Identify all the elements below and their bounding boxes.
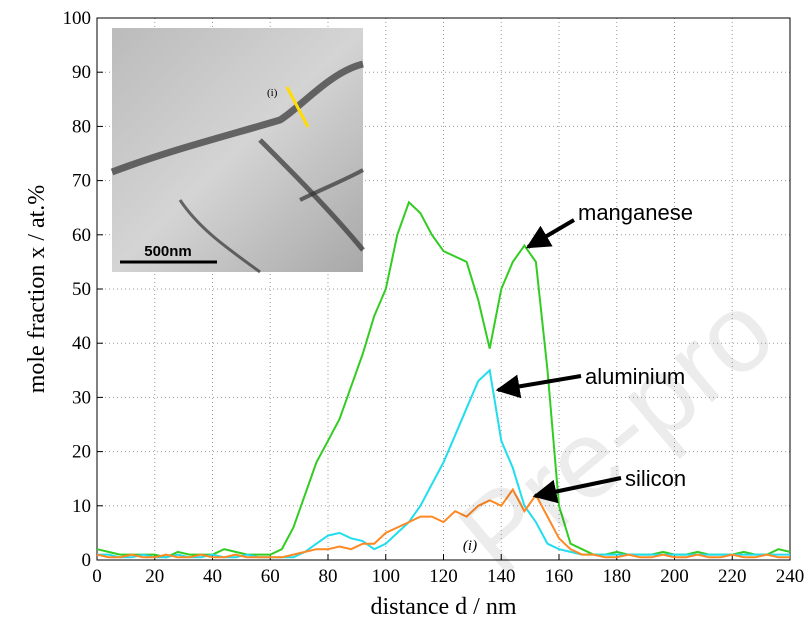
y-tick-label: 90 xyxy=(72,62,91,83)
x-tick-label: 100 xyxy=(372,566,401,587)
inset-label: (i) xyxy=(267,87,278,99)
y-tick-label: 80 xyxy=(72,116,91,137)
y-tick-label: 30 xyxy=(72,387,91,408)
annotation-arrow xyxy=(498,376,581,390)
x-tick-label: 200 xyxy=(660,566,689,587)
x-tick-label: 40 xyxy=(203,566,222,587)
y-tick-label: 20 xyxy=(72,442,91,463)
y-tick-label: 40 xyxy=(72,333,91,354)
y-tick-label: 0 xyxy=(82,550,92,571)
x-tick-label: 0 xyxy=(92,566,102,587)
inset-image xyxy=(112,28,363,272)
annotation-arrow xyxy=(528,220,574,247)
x-tick-label: 180 xyxy=(603,566,632,587)
chart: 0102030405060708090100020406080100120140… xyxy=(0,0,806,623)
y-tick-label: 70 xyxy=(72,171,91,192)
x-tick-label: 220 xyxy=(718,566,747,587)
y-tick-label: 100 xyxy=(63,8,92,29)
y-tick-label: 10 xyxy=(72,496,91,517)
x-tick-label: 60 xyxy=(261,566,280,587)
y-tick-label: 50 xyxy=(72,279,91,300)
watermark: Pre-pro xyxy=(436,268,796,598)
x-axis-label: distance d / nm xyxy=(371,594,517,620)
annotation: manganese xyxy=(578,200,693,225)
x-tick-label: 80 xyxy=(319,566,338,587)
x-tick-label: 20 xyxy=(145,566,164,587)
y-tick-label: 60 xyxy=(72,225,91,246)
inset-scale-label: 500nm xyxy=(144,243,192,260)
x-tick-label: 120 xyxy=(429,566,458,587)
x-tick-label: 240 xyxy=(776,566,805,587)
y-axis-label: mole fraction x / at.% xyxy=(24,185,50,394)
inset: (i) 500nm xyxy=(112,28,363,272)
